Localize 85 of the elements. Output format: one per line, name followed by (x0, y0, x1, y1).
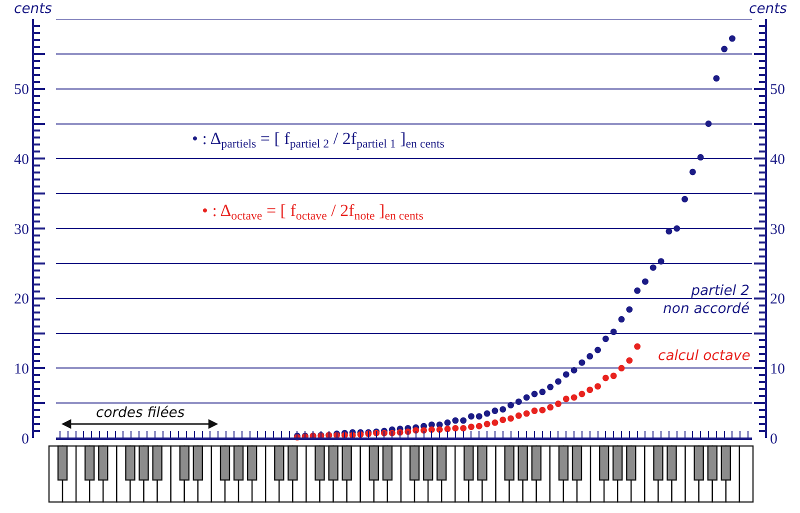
point (618, 316, 625, 323)
point (634, 287, 641, 294)
point (634, 343, 641, 350)
point (610, 372, 617, 380)
point (444, 419, 451, 426)
point (554, 400, 562, 408)
point (713, 75, 720, 82)
point (586, 353, 594, 360)
point (697, 154, 704, 161)
point (500, 406, 506, 413)
point (508, 415, 514, 422)
y-tick-label: 50 (14, 82, 29, 98)
point (500, 416, 506, 424)
point (682, 196, 688, 202)
point (594, 346, 602, 354)
point (515, 398, 522, 405)
point (689, 168, 696, 176)
point (547, 384, 554, 390)
point (468, 424, 474, 430)
point (452, 417, 459, 424)
point (578, 390, 586, 398)
point (602, 374, 609, 382)
y-tick-label: 30 (14, 222, 29, 238)
point (452, 424, 459, 432)
point (492, 408, 498, 414)
point (642, 278, 648, 285)
y-tick-label: 10 (14, 361, 29, 378)
point (578, 359, 586, 366)
y2-tick-label: 10 (770, 361, 785, 378)
point (444, 426, 451, 432)
y-tick-label: 40 (14, 152, 29, 168)
point (492, 419, 498, 426)
point (523, 394, 530, 401)
y-tick-label: 20 (14, 292, 29, 308)
point (721, 46, 728, 52)
point (618, 364, 625, 372)
point (476, 413, 482, 420)
point (626, 306, 633, 313)
y2-tick-label: 40 (770, 152, 785, 168)
point (531, 390, 538, 398)
point (728, 35, 736, 42)
y2-tick-label: 50 (770, 82, 785, 98)
point (666, 228, 672, 235)
point (705, 120, 712, 127)
point (594, 383, 602, 390)
point (476, 422, 482, 430)
point (523, 410, 530, 417)
point (412, 427, 420, 434)
point (515, 412, 522, 419)
series-label: calcul octave (658, 348, 750, 364)
point (539, 388, 546, 396)
y2-tick-label: 20 (770, 292, 785, 308)
point (484, 410, 490, 417)
point (436, 426, 443, 433)
point (420, 427, 428, 434)
annotation: • : Δ$_{partiels}$ = [ f$_{partiel 2}$ / 2f$_{partiel 1}$ ]$_{en cents}$ (192, 129, 445, 151)
point (586, 386, 594, 394)
point (602, 336, 609, 342)
point (460, 417, 467, 424)
y-axis-title: cents (14, 1, 52, 17)
point (460, 424, 467, 432)
annotation: • : Δ$_{octave}$ = [ f$_{octave}$ / 2f$_{note}$ ]$_{en cents}$ (202, 201, 424, 223)
point (428, 426, 435, 433)
point (658, 258, 664, 265)
point (468, 413, 474, 420)
point (674, 225, 680, 232)
point (484, 420, 490, 428)
point (531, 408, 538, 414)
point (539, 406, 546, 414)
point (650, 264, 656, 271)
point (610, 328, 617, 336)
point (626, 357, 633, 364)
point (570, 394, 578, 401)
point (554, 378, 562, 385)
y-tick-label: 0 (22, 431, 29, 448)
point (562, 396, 570, 402)
series-label: partiel 2 non accordé (663, 283, 750, 318)
point (547, 404, 554, 411)
point (570, 367, 578, 374)
y2-tick-label: 30 (770, 222, 785, 238)
point (562, 371, 570, 378)
annotation: cordes filées (96, 405, 185, 421)
y2-axis-title: cents (749, 1, 787, 17)
point (508, 402, 514, 408)
y2-tick-label: 0 (770, 431, 778, 448)
